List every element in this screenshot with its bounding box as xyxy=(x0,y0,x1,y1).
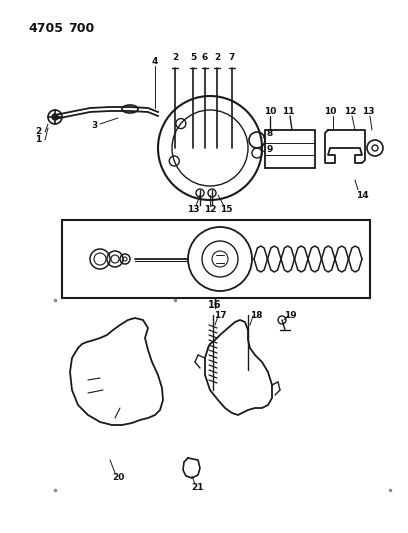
Text: 3: 3 xyxy=(92,120,98,130)
Text: 10: 10 xyxy=(264,108,276,117)
Text: 9: 9 xyxy=(267,146,273,155)
Text: 13: 13 xyxy=(187,206,199,214)
Text: 14: 14 xyxy=(356,190,368,199)
Text: 17: 17 xyxy=(214,311,226,319)
Circle shape xyxy=(52,114,58,120)
Text: 2: 2 xyxy=(35,127,41,136)
Text: 15: 15 xyxy=(220,206,232,214)
Text: 12: 12 xyxy=(344,108,356,117)
Text: 2: 2 xyxy=(172,52,178,61)
Text: 1: 1 xyxy=(35,135,41,144)
Text: 2: 2 xyxy=(214,52,220,61)
Text: 5: 5 xyxy=(190,52,196,61)
Bar xyxy=(265,130,315,168)
Text: 19: 19 xyxy=(284,311,296,319)
Text: 7: 7 xyxy=(229,52,235,61)
Text: 21: 21 xyxy=(192,483,204,492)
Text: 11: 11 xyxy=(282,108,294,117)
Bar xyxy=(62,220,370,298)
Text: 700: 700 xyxy=(68,21,94,35)
Text: 20: 20 xyxy=(112,473,124,482)
Text: 18: 18 xyxy=(250,311,262,319)
Text: 4: 4 xyxy=(152,58,158,67)
Text: 10: 10 xyxy=(324,108,336,117)
Text: 13: 13 xyxy=(362,108,374,117)
Text: 8: 8 xyxy=(267,128,273,138)
Text: 4705: 4705 xyxy=(28,21,63,35)
Text: 6: 6 xyxy=(202,52,208,61)
Text: 12: 12 xyxy=(204,206,216,214)
Text: 16: 16 xyxy=(208,300,222,310)
